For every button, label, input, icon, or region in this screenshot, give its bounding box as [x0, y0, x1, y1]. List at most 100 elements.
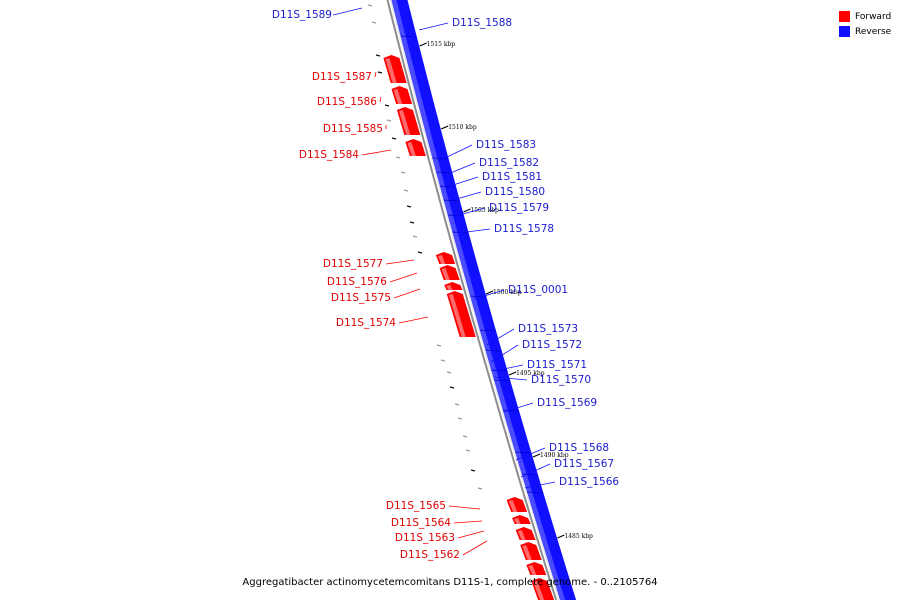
dash-mark-7 [395, 156, 401, 159]
forward-leader-0 [374, 71, 377, 78]
reverse-gene-boundary-10 [491, 369, 508, 372]
dash-mark-14 [436, 344, 442, 347]
reverse-leader-11 [493, 364, 524, 372]
kbp-tick-mark-5 [532, 453, 541, 458]
forward-swatch [839, 11, 850, 22]
dash-mark-21 [465, 449, 471, 452]
dash-mark-12 [412, 235, 418, 238]
dash-mark-9 [403, 189, 409, 192]
reverse-gene-boundary-0 [400, 35, 417, 38]
minor-tick-marks [367, 4, 483, 490]
forward-gene-shade-6 [446, 285, 453, 290]
forward-gene-shade-11 [522, 545, 532, 560]
kbp-tick-label-4: 1495 kbp [516, 370, 545, 377]
dash-mark-19 [457, 417, 463, 420]
forward-gene-shade-5 [441, 268, 450, 280]
reverse-gene-label-3: D11S_1582 [479, 157, 539, 169]
forward-gene-shade-7 [448, 294, 466, 337]
dash-mark-4 [384, 104, 390, 107]
forward-gene-label-4: D11S_1577 [323, 258, 383, 270]
forward-gene-label-8: D11S_1565 [386, 500, 446, 512]
forward-gene-block-5 [439, 265, 460, 280]
kbp-tick-mark-2 [463, 208, 471, 213]
kbp-tick-label-1: 1510 kbp [448, 124, 477, 131]
forward-gene-label-11: D11S_1562 [400, 549, 460, 561]
reverse-leader-16 [524, 481, 556, 489]
reverse-strand-highlight [391, 0, 566, 600]
reverse-leader-0 [332, 7, 363, 16]
reverse-gene-label-10: D11S_1572 [522, 339, 582, 351]
reverse-strand-band [391, 0, 577, 600]
forward-gene-label-1: D11S_1586 [317, 96, 377, 108]
reverse-gene-label-13: D11S_1569 [537, 397, 597, 409]
forward-gene-label-6: D11S_1575 [331, 292, 391, 304]
reverse-gene-boundary-9 [485, 349, 502, 352]
forward-gene-shade-2 [398, 110, 411, 135]
dash-mark-16 [446, 371, 452, 374]
forward-leader-9 [453, 520, 483, 524]
reverse-leader-13 [503, 402, 534, 413]
reverse-leader-10 [490, 344, 519, 363]
forward-leader-10 [457, 530, 485, 539]
kbp-scale-ticks: 1515 kbp 1510 kbp 1505 kbp 1500 kbp 1495 kbp… [419, 41, 593, 540]
forward-leader-6 [393, 288, 421, 299]
forward-gene-shade-8 [508, 500, 518, 512]
reverse-gene-label-4: D11S_1581 [482, 171, 542, 183]
reverse-gene-boundary-15 [527, 491, 544, 494]
dash-mark-17 [449, 386, 455, 389]
reverse-gene-boundary-4 [443, 199, 460, 202]
forward-gene-block-12 [526, 562, 547, 575]
dash-mark-6 [391, 137, 397, 140]
reverse-leader-14 [515, 447, 546, 461]
reverse-leader-12 [493, 376, 528, 381]
forward-gene-label-9: D11S_1564 [391, 517, 451, 529]
reverse-leader-7 [458, 228, 491, 234]
dash-mark-10 [406, 205, 412, 208]
genome-caption: Aggregatibacter actinomycetemcomitans D1… [242, 577, 658, 588]
gene-labels: D11S_1587 D11S_1586 D11S_1585 D11S_1584 D11S… [272, 7, 619, 561]
dash-mark-5 [386, 119, 392, 122]
kbp-tick-label-0: 1515 kbp [427, 41, 456, 48]
reverse-gene-boundary-8 [479, 329, 496, 332]
forward-gene-shade-13 [533, 581, 545, 600]
dash-mark-0 [367, 4, 373, 7]
dash-mark-18 [454, 403, 460, 406]
reverse-gene-label-11: D11S_1571 [527, 359, 587, 371]
reverse-leader-15 [520, 463, 551, 478]
backbone-axis [386, 0, 560, 600]
forward-gene-track [383, 55, 555, 600]
forward-gene-shade-0 [385, 58, 397, 83]
dash-mark-2 [375, 54, 381, 57]
reverse-leader-9 [486, 328, 515, 346]
forward-gene-block-3 [405, 139, 426, 156]
reverse-gene-label-7: D11S_1578 [494, 223, 554, 235]
forward-gene-shade-1 [393, 89, 403, 104]
reverse-gene-label-1: D11S_1588 [452, 17, 512, 29]
dash-mark-13 [417, 251, 423, 254]
reverse-gene-label-6: D11S_1579 [489, 202, 549, 214]
forward-gene-shade-4 [437, 255, 446, 264]
legend-forward: Forward [839, 9, 891, 24]
forward-gene-block-10 [515, 527, 536, 540]
reverse-gene-label-5: D11S_1580 [485, 186, 545, 198]
reverse-leader-3 [447, 162, 476, 175]
reverse-gene-label-14: D11S_1568 [549, 442, 609, 454]
forward-gene-shade-3 [407, 142, 416, 156]
forward-gene-block-8 [506, 497, 528, 512]
reverse-gene-label-16: D11S_1566 [559, 476, 619, 488]
reverse-gene-label-9: D11S_1573 [518, 323, 578, 335]
forward-leader-7 [398, 316, 429, 324]
legend-reverse: Reverse [839, 24, 891, 39]
reverse-gene-boundary-2 [436, 171, 453, 174]
reverse-gene-boundary-7 [470, 295, 487, 298]
backbone-line [386, 0, 558, 600]
reverse-leader-4 [449, 176, 479, 187]
forward-gene-label-10: D11S_1563 [395, 532, 455, 544]
forward-gene-shade-9 [514, 518, 521, 524]
reverse-gene-label-0: D11S_1589 [272, 9, 332, 21]
forward-gene-label-0: D11S_1587 [312, 71, 372, 83]
kbp-tick-mark-0 [419, 42, 427, 47]
dash-mark-22 [470, 469, 476, 472]
dash-mark-20 [462, 435, 468, 438]
